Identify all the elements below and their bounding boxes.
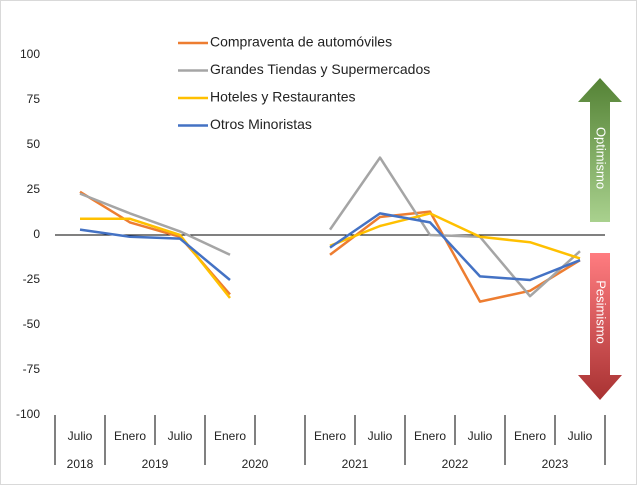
x-tick-label: Enero [414,429,446,443]
data-line [79,212,581,282]
y-tick-label: -100 [16,407,40,421]
y-tick-label: 50 [27,137,41,151]
y-tick-label: 75 [27,92,41,106]
group-label: 2020 [242,457,269,471]
x-tick-label: Julio [68,429,93,443]
group-label: 2019 [142,457,169,471]
x-tick-label: Enero [514,429,546,443]
y-tick-label: 25 [27,182,41,196]
x-tick-label: Enero [114,429,146,443]
y-tick-label: -75 [23,362,41,376]
data-line [79,156,581,298]
annotation: Pesimismo [594,280,609,344]
legend-label: Otros Minoristas [210,116,312,132]
group-label: 2023 [542,457,569,471]
x-tick-label: Enero [314,429,346,443]
legend-label: Grandes Tiendas y Supermercados [210,61,430,77]
x-tick-label: Julio [368,429,393,443]
y-tick-label: -25 [23,272,41,286]
data-line [80,212,581,299]
y-tick-label: 100 [20,47,40,61]
x-tick-label: Julio [568,429,593,443]
optimism-arrow [578,78,622,222]
group-label: 2022 [442,457,469,471]
legend-label: Hoteles y Restaurantes [210,89,356,105]
group-label: 2018 [67,457,94,471]
x-tick-label: Julio [468,429,493,443]
annotation: Optimismo [594,127,609,189]
y-tick-label: -50 [23,317,41,331]
legend-label: Compraventa de automóviles [210,34,392,50]
pessimism-arrow [578,253,622,400]
x-tick-label: Julio [168,429,193,443]
group-label: 2021 [342,457,369,471]
x-tick-label: Enero [214,429,246,443]
y-tick-label: 0 [33,227,40,241]
